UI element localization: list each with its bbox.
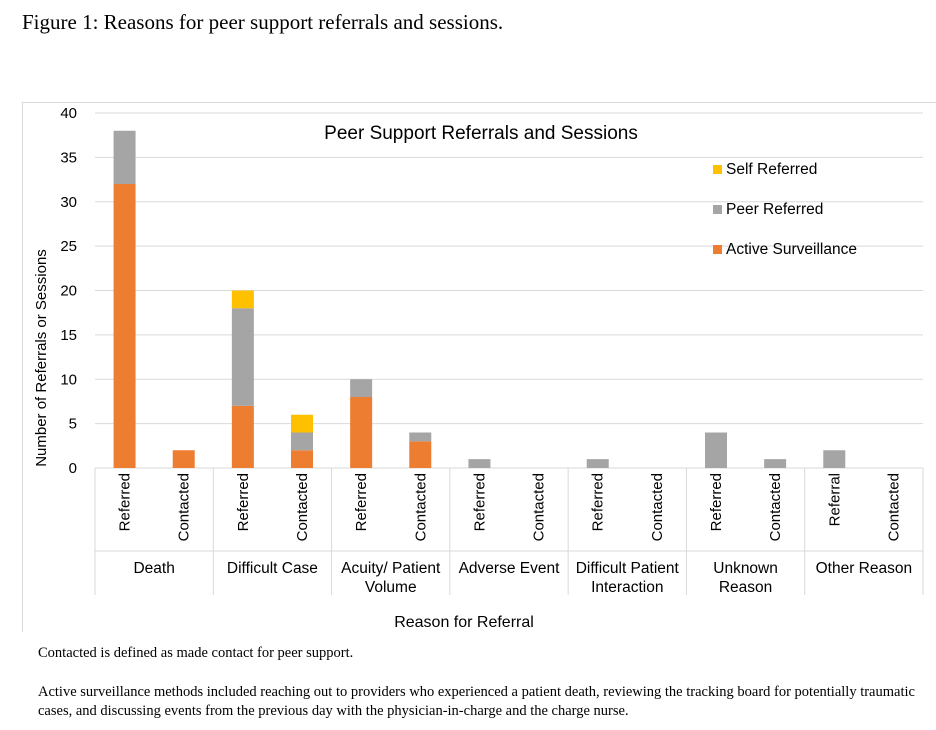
group-label: Unknown	[713, 560, 778, 577]
x-tick-label: Referred	[471, 473, 488, 531]
x-axis-label: Reason for Referral	[394, 614, 534, 631]
x-tick-label: Referred	[590, 473, 607, 531]
legend: Self Referred Peer Referred Active Surveil…	[713, 161, 857, 258]
contacted-definition-note: Contacted is defined as made contact for…	[38, 645, 354, 661]
x-tick-label: Contacted	[412, 473, 429, 541]
bar-segment-peer-referred	[764, 459, 787, 468]
bar-segment-peer-referred	[409, 432, 432, 442]
x-tick-label: Referred	[235, 473, 252, 531]
bar-segment-active-surveillance	[409, 441, 432, 468]
group-label: Acuity/ Patient	[341, 560, 441, 577]
active-surveillance-note: Active surveillance methods included rea…	[38, 684, 915, 719]
legend-label: Peer Referred	[726, 201, 823, 218]
bar-segment-peer-referred	[350, 379, 373, 397]
legend-swatch	[713, 165, 722, 174]
bar-segment-active-surveillance	[231, 405, 254, 468]
figure-caption: Figure 1: Reasons for peer support refer…	[22, 10, 504, 34]
chart-title: Peer Support Referrals and Sessions	[324, 123, 638, 144]
bar-segment-peer-referred	[823, 450, 846, 468]
y-tick-label: 30	[60, 194, 77, 211]
legend-swatch	[713, 245, 722, 254]
x-tick-label: Referred	[353, 473, 370, 531]
x-tick-label: Contacted	[294, 473, 311, 541]
y-tick-label: 40	[60, 105, 77, 122]
x-tick-label: Referred	[117, 473, 134, 531]
chart-container: 0 5 10 15 20 25 30 35 40 Referred Contacted Death R…	[22, 102, 936, 632]
x-tick-label: Contacted	[649, 473, 666, 541]
bar-segment-peer-referred	[586, 459, 609, 468]
y-tick-label: 35	[60, 149, 77, 166]
group-label: Interaction	[591, 579, 663, 596]
x-tick-label: Referred	[708, 473, 725, 531]
bar-segment-peer-referred	[231, 308, 254, 406]
bar-segment-active-surveillance	[113, 184, 136, 468]
legend-label: Self Referred	[726, 161, 817, 178]
group-label: Death	[133, 560, 174, 577]
x-tick-label: Referral	[826, 473, 843, 526]
x-tick-label: Contacted	[767, 473, 784, 541]
group-label: Difficult Patient	[576, 560, 680, 577]
y-tick-label: 10	[60, 371, 77, 388]
x-tick-label: Contacted	[531, 473, 548, 541]
x-tick-label: Contacted	[176, 473, 193, 541]
y-axis-ticks: 0 5 10 15 20 25 30 35 40	[60, 105, 77, 477]
y-tick-label: 25	[60, 238, 77, 255]
bar-segment-active-surveillance	[350, 397, 373, 468]
group-label: Difficult Case	[227, 560, 318, 577]
group-label: Adverse Event	[459, 560, 560, 577]
bar-segment-peer-referred	[291, 432, 313, 451]
bar-segment-self-referred	[231, 290, 254, 309]
legend-swatch	[713, 205, 722, 214]
group-label: Volume	[365, 579, 417, 596]
y-axis-label: Number of Referrals or Sessions	[33, 249, 50, 467]
legend-label: Active Surveillance	[726, 241, 857, 258]
group-label: Reason	[719, 579, 772, 596]
bar-segment-peer-referred	[113, 130, 136, 184]
bar-segment-active-surveillance	[172, 450, 195, 468]
y-tick-label: 0	[69, 460, 77, 477]
y-tick-label: 5	[69, 416, 77, 433]
group-label: Other Reason	[816, 560, 913, 577]
y-tick-label: 20	[60, 283, 77, 300]
bar-segment-active-surveillance	[291, 450, 313, 468]
x-axis: Referred Contacted Death Referred Contacted D…	[94, 468, 924, 596]
bar-segment-peer-referred	[705, 432, 727, 468]
x-tick-label: Contacted	[885, 473, 902, 541]
bar-segment-self-referred	[291, 414, 313, 433]
bars	[113, 130, 846, 468]
bar-segment-peer-referred	[468, 459, 491, 468]
y-tick-label: 15	[60, 327, 77, 344]
